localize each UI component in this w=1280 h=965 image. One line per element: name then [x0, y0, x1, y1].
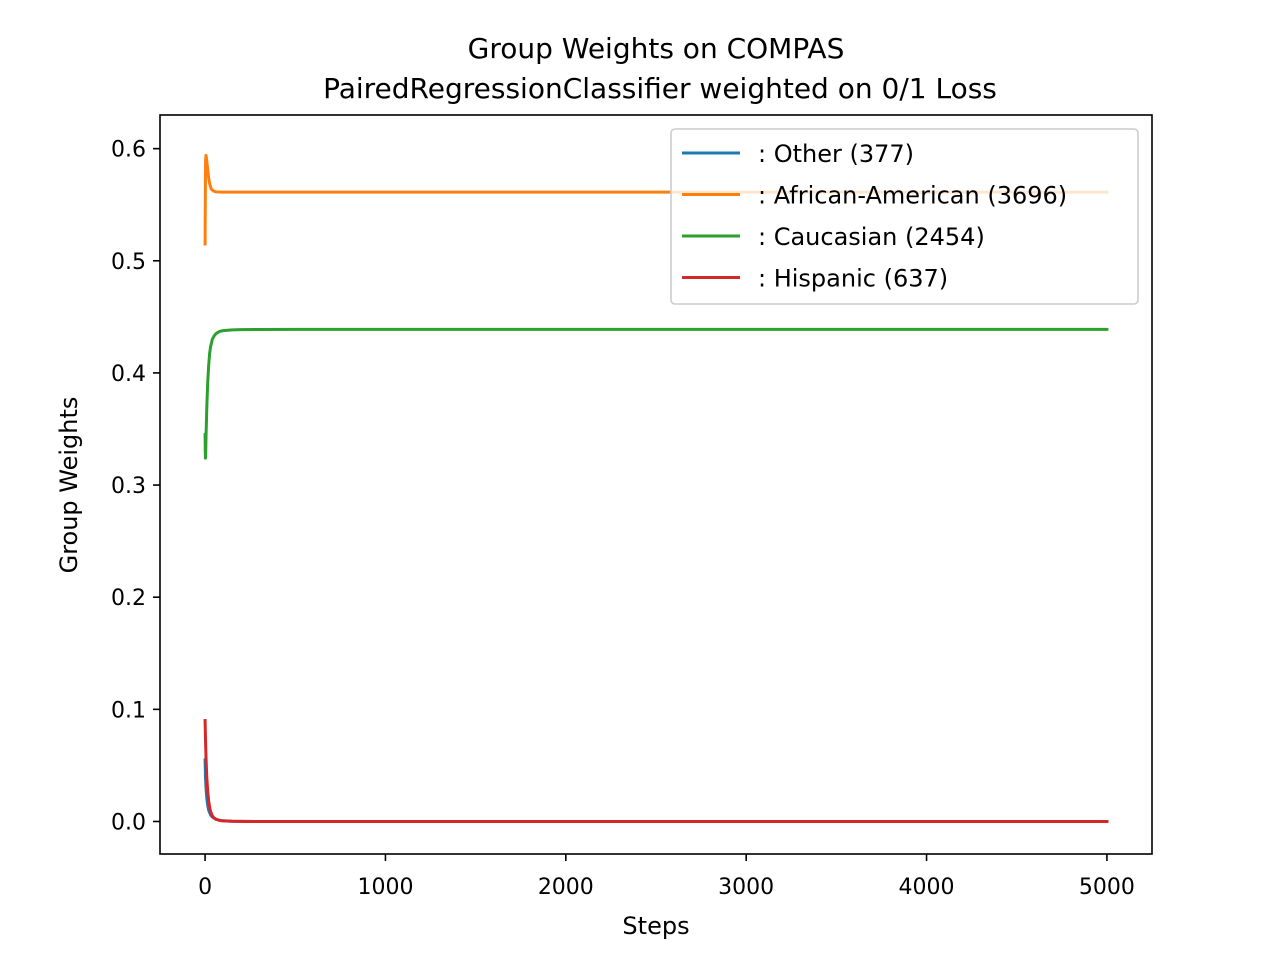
- y-axis-label: Group Weights: [55, 397, 83, 574]
- y-tick-label: 0.3: [111, 474, 146, 499]
- y-tick-label: 0.1: [111, 698, 146, 723]
- y-axis: 0.0 0.1 0.2 0.3 0.4 0.5 0.6: [111, 138, 160, 836]
- x-tick-label: 1000: [357, 875, 413, 900]
- y-tick-label: 0.0: [111, 810, 146, 835]
- y-tick-label: 0.4: [111, 362, 146, 387]
- legend-label-2: : Caucasian (2454): [758, 223, 985, 251]
- series-line-0: [205, 760, 1107, 822]
- y-tick-label: 0.5: [111, 250, 146, 275]
- legend: : Other (377) : African-American (3696) : …: [671, 129, 1138, 304]
- legend-label-1: : African-American (3696): [758, 182, 1067, 210]
- y-tick-label: 0.6: [111, 138, 146, 163]
- x-tick-label: 0: [198, 875, 212, 900]
- x-tick-label: 3000: [718, 875, 774, 900]
- x-tick-label: 4000: [899, 875, 955, 900]
- series-line-3: [205, 721, 1107, 822]
- legend-label-3: : Hispanic (637): [758, 265, 948, 293]
- x-axis-label: Steps: [622, 912, 689, 940]
- x-tick-label: 2000: [538, 875, 594, 900]
- chart-subtitle: PairedRegressionClassifier weighted on 0…: [323, 72, 997, 105]
- y-tick-label: 0.2: [111, 586, 146, 611]
- chart-title: Group Weights on COMPAS: [468, 32, 845, 65]
- x-axis: 0 1000 2000 3000 4000 5000: [198, 854, 1135, 900]
- legend-label-0: : Other (377): [758, 140, 914, 168]
- x-tick-label: 5000: [1079, 875, 1135, 900]
- series-line-2: [205, 329, 1107, 458]
